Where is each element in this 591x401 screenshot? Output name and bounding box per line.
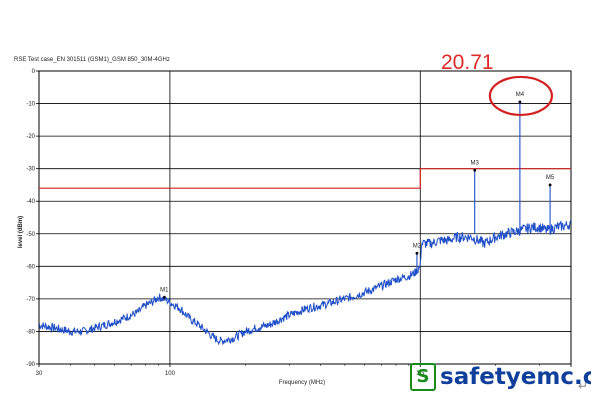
x-axis-label: Frequency (MHz)	[279, 380, 325, 386]
watermark-logo-icon: S	[410, 363, 436, 391]
y-tick-label: -30	[26, 167, 35, 173]
y-tick-label: -80	[26, 329, 35, 335]
x-tick-label: 1G	[416, 371, 424, 377]
y-tick-label: -70	[26, 297, 35, 303]
series-lines	[38, 219, 572, 346]
y-tick-label: -90	[26, 362, 35, 368]
y-tick-label: -10	[26, 102, 35, 108]
marker-label: M5	[546, 175, 555, 181]
marker-label: M1	[160, 287, 169, 293]
marker-dot	[518, 100, 522, 104]
y-tick-label: -40	[26, 199, 35, 205]
y-axis-label: level (dBm)	[18, 216, 24, 248]
y-tick-label: 0	[32, 69, 36, 75]
x-tick-label: 100	[165, 371, 176, 377]
marker-dot	[548, 183, 552, 187]
y-tick-label: -20	[26, 134, 35, 140]
y-tick-label: -50	[26, 232, 35, 238]
x-tick-labels: 30 100 1G	[36, 371, 425, 377]
marker-label: M3	[471, 160, 480, 166]
series-line	[38, 219, 572, 346]
markers: M1 M2 M3 M4 M5	[160, 92, 555, 299]
marker-dot	[162, 295, 166, 299]
marker-label: M2	[413, 243, 422, 249]
marker-dot	[415, 251, 419, 255]
watermark: S safetyemc.cn	[410, 362, 591, 392]
marker-dot	[473, 168, 477, 172]
limit-line-path	[39, 168, 571, 189]
y-tick-label: -60	[26, 264, 35, 270]
y-tick-labels: 0 -10 -20 -30 -40 -50 -60 -70 -80 -90	[26, 69, 35, 368]
axes	[36, 70, 572, 367]
chart-title: RSE Test case_EN 301511 (GSM1)_GSM 850_3…	[14, 57, 170, 63]
limit-line	[39, 168, 571, 189]
return-mark: ↵	[578, 379, 589, 393]
watermark-text: safetyemc.cn	[440, 364, 591, 390]
marker-label: M4	[516, 92, 525, 98]
plot-frame	[38, 70, 572, 365]
x-tick-label: 30	[36, 371, 43, 377]
annotation-value: 20.71	[441, 51, 494, 74]
highlight-ellipse	[488, 75, 553, 117]
grid-lines	[39, 71, 571, 364]
